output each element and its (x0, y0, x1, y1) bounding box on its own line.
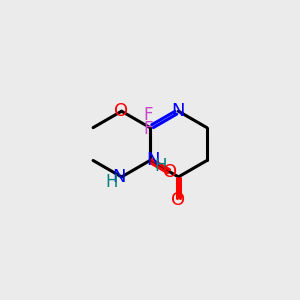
Text: O: O (115, 102, 129, 120)
Text: H: H (154, 157, 167, 175)
Text: O: O (163, 163, 177, 181)
Text: F: F (144, 106, 153, 124)
Text: F: F (144, 120, 153, 138)
Text: N: N (146, 152, 160, 169)
Text: N: N (112, 168, 125, 186)
Text: O: O (171, 191, 185, 209)
Text: H: H (105, 173, 117, 191)
Text: N: N (172, 102, 185, 120)
